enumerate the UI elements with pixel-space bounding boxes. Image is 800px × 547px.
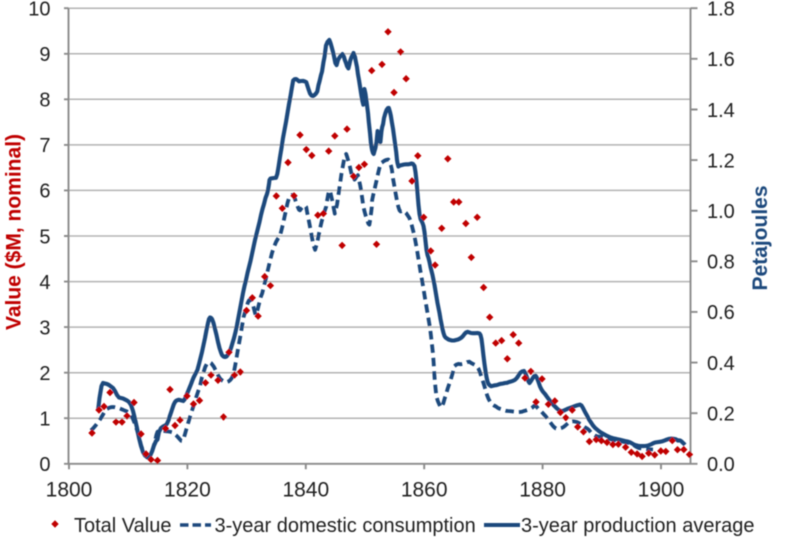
svg-text:1860: 1860 bbox=[401, 479, 448, 502]
svg-text:0.0: 0.0 bbox=[707, 454, 735, 476]
svg-text:4: 4 bbox=[39, 272, 50, 294]
svg-text:1.6: 1.6 bbox=[707, 49, 735, 71]
svg-text:1.8: 1.8 bbox=[707, 0, 735, 21]
svg-text:10: 10 bbox=[28, 0, 50, 21]
svg-text:0.4: 0.4 bbox=[707, 353, 735, 375]
svg-text:0.6: 0.6 bbox=[707, 302, 735, 324]
svg-text:7: 7 bbox=[39, 135, 50, 157]
svg-text:3-year domestic consumption: 3-year domestic consumption bbox=[215, 515, 476, 537]
svg-text:5: 5 bbox=[39, 226, 50, 248]
svg-text:2: 2 bbox=[39, 363, 50, 385]
svg-text:1.0: 1.0 bbox=[707, 201, 735, 223]
svg-text:1.2: 1.2 bbox=[707, 150, 735, 172]
svg-text:1: 1 bbox=[39, 409, 50, 431]
svg-text:0.8: 0.8 bbox=[707, 252, 735, 274]
svg-text:0.2: 0.2 bbox=[707, 404, 735, 426]
svg-text:0: 0 bbox=[39, 454, 50, 476]
svg-text:Value ($M, nominal): Value ($M, nominal) bbox=[3, 134, 26, 330]
svg-text:3: 3 bbox=[39, 317, 50, 339]
svg-text:Petajoules: Petajoules bbox=[749, 185, 772, 290]
svg-text:1880: 1880 bbox=[519, 479, 566, 502]
svg-text:3-year production average: 3-year production average bbox=[521, 515, 754, 537]
svg-text:1840: 1840 bbox=[282, 479, 329, 502]
svg-text:1800: 1800 bbox=[46, 479, 93, 502]
svg-text:8: 8 bbox=[39, 90, 50, 112]
svg-text:Total Value: Total Value bbox=[74, 515, 171, 537]
svg-text:1.4: 1.4 bbox=[707, 100, 735, 122]
svg-text:6: 6 bbox=[39, 181, 50, 203]
svg-text:9: 9 bbox=[39, 44, 50, 66]
svg-text:1820: 1820 bbox=[164, 479, 211, 502]
svg-text:1900: 1900 bbox=[638, 479, 685, 502]
